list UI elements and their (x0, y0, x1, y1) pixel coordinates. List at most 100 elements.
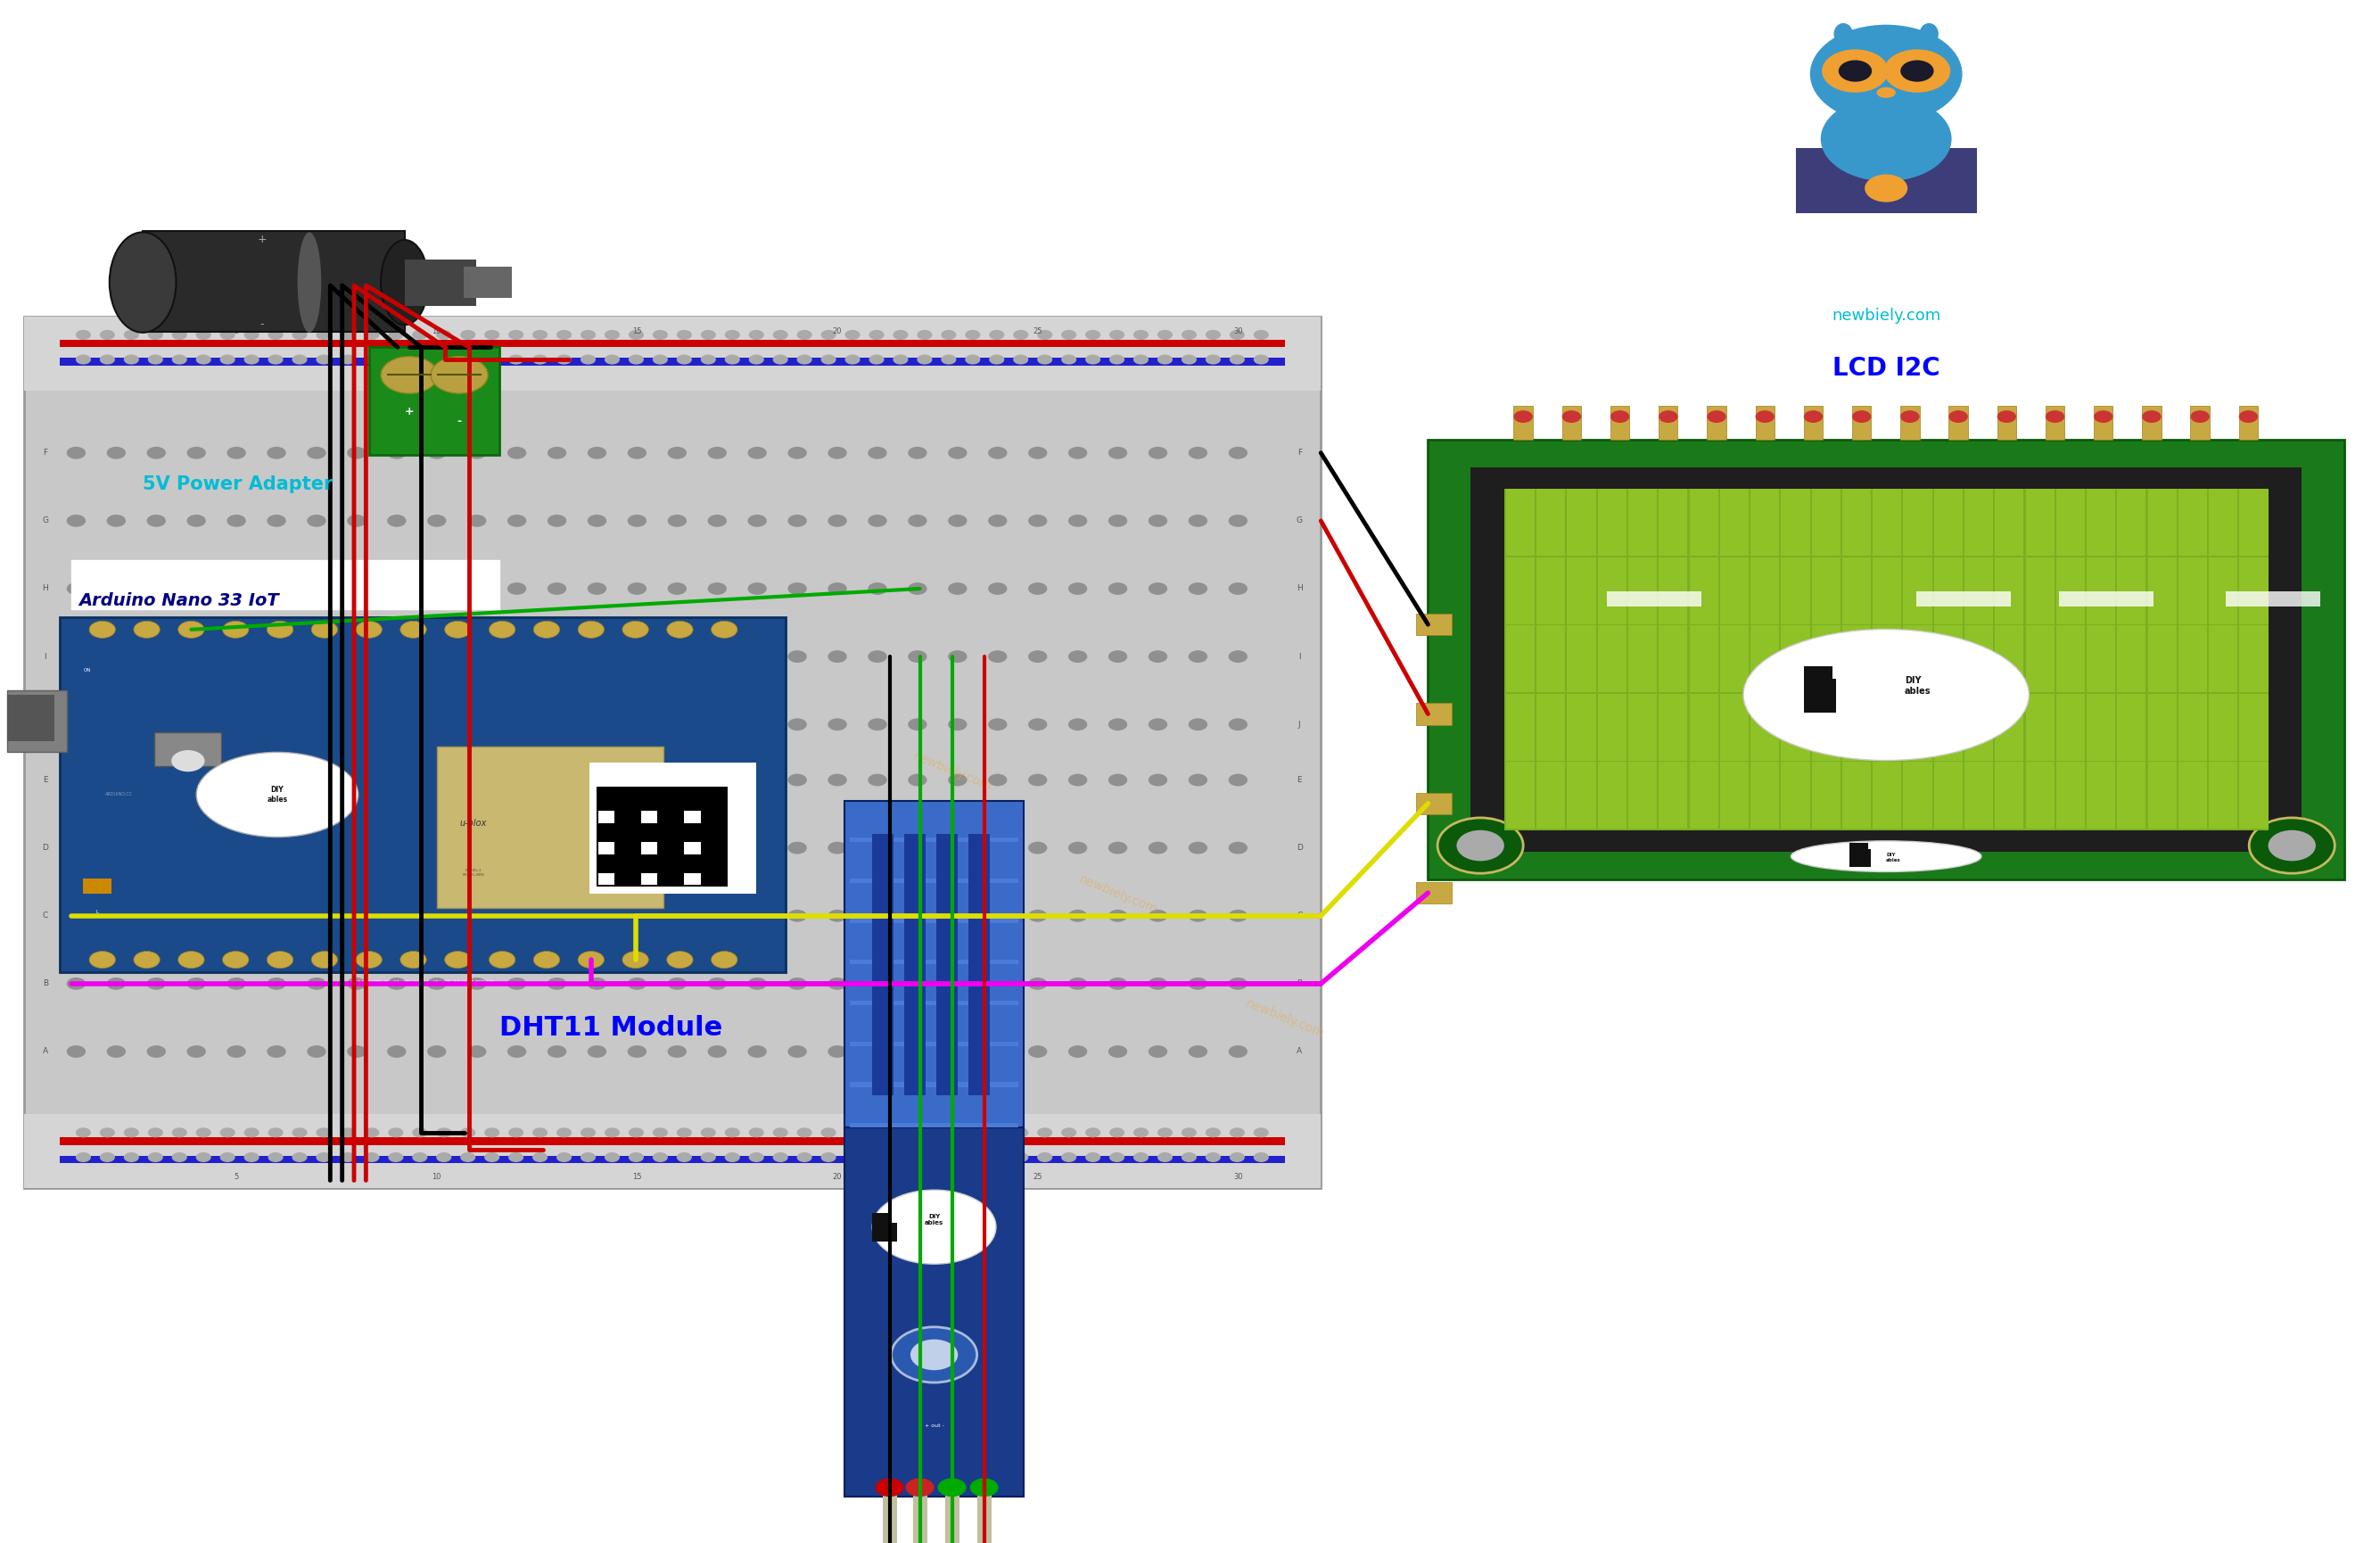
Circle shape (226, 447, 245, 460)
Circle shape (100, 330, 114, 339)
Circle shape (1228, 651, 1247, 663)
Circle shape (76, 330, 90, 339)
Circle shape (317, 330, 331, 339)
Circle shape (428, 1046, 447, 1058)
Ellipse shape (1742, 630, 2028, 761)
Circle shape (966, 1153, 981, 1162)
Circle shape (724, 330, 740, 339)
Circle shape (148, 719, 167, 731)
Circle shape (148, 1046, 167, 1058)
Bar (60, 358, 1285, 366)
Text: 5: 5 (233, 1173, 238, 1182)
Circle shape (747, 842, 766, 855)
Text: DIY
ables: DIY ables (1904, 676, 1930, 696)
Circle shape (221, 950, 248, 969)
Text: +: + (405, 406, 414, 418)
Circle shape (1109, 1046, 1128, 1058)
Circle shape (1157, 330, 1173, 339)
Circle shape (966, 355, 981, 364)
Circle shape (1109, 447, 1128, 460)
Circle shape (340, 330, 355, 339)
Bar (1504, 489, 2268, 830)
Bar (1514, 406, 1533, 440)
Circle shape (876, 1478, 904, 1497)
Circle shape (724, 1153, 740, 1162)
Circle shape (507, 978, 526, 991)
Circle shape (1028, 775, 1047, 787)
Circle shape (788, 1046, 807, 1058)
Circle shape (845, 1153, 859, 1162)
Circle shape (148, 651, 167, 663)
Circle shape (267, 950, 293, 969)
Bar (1611, 406, 1630, 440)
Circle shape (666, 775, 685, 787)
Circle shape (821, 330, 835, 339)
Circle shape (533, 620, 559, 639)
Circle shape (869, 651, 888, 663)
Circle shape (428, 583, 447, 596)
Circle shape (947, 910, 966, 923)
Circle shape (347, 514, 367, 528)
Bar (2094, 406, 2113, 440)
Bar (883, 1489, 897, 1543)
Circle shape (581, 355, 595, 364)
Circle shape (507, 719, 526, 731)
Bar (71, 560, 500, 609)
Circle shape (100, 1153, 114, 1162)
Circle shape (666, 447, 685, 460)
Circle shape (317, 1128, 331, 1137)
Circle shape (186, 651, 205, 663)
Circle shape (219, 330, 236, 339)
Circle shape (578, 950, 605, 969)
Circle shape (1188, 719, 1207, 731)
Circle shape (269, 1128, 283, 1137)
Circle shape (388, 514, 407, 528)
Circle shape (243, 355, 259, 364)
Circle shape (907, 842, 926, 855)
Circle shape (340, 355, 355, 364)
Circle shape (381, 356, 438, 393)
Circle shape (797, 330, 812, 339)
Circle shape (828, 583, 847, 596)
Circle shape (124, 330, 138, 339)
Circle shape (628, 1153, 643, 1162)
Bar (597, 812, 614, 824)
Circle shape (459, 1153, 476, 1162)
Circle shape (1949, 410, 1968, 423)
Circle shape (2044, 410, 2063, 423)
Circle shape (588, 583, 607, 596)
Text: D: D (1297, 844, 1302, 852)
Circle shape (1028, 842, 1047, 855)
Circle shape (990, 355, 1004, 364)
Ellipse shape (109, 233, 176, 333)
Circle shape (267, 1046, 286, 1058)
Circle shape (67, 447, 86, 460)
Circle shape (557, 355, 571, 364)
Bar (1416, 704, 1452, 725)
Circle shape (186, 447, 205, 460)
Circle shape (747, 978, 766, 991)
Circle shape (557, 330, 571, 339)
Circle shape (1147, 910, 1166, 923)
Circle shape (1228, 583, 1247, 596)
Circle shape (1997, 410, 2016, 423)
Circle shape (148, 842, 167, 855)
Text: E: E (43, 776, 48, 784)
Circle shape (707, 719, 726, 731)
Circle shape (107, 583, 126, 596)
Circle shape (1147, 447, 1166, 460)
Circle shape (148, 514, 167, 528)
Circle shape (1207, 1153, 1221, 1162)
Circle shape (67, 775, 86, 787)
Circle shape (1147, 1046, 1166, 1058)
Circle shape (507, 514, 526, 528)
Circle shape (100, 1128, 114, 1137)
Circle shape (428, 842, 447, 855)
Circle shape (712, 950, 738, 969)
Text: C: C (43, 912, 48, 920)
Circle shape (1611, 410, 1630, 423)
Circle shape (700, 1153, 716, 1162)
Circle shape (652, 1153, 669, 1162)
Circle shape (828, 719, 847, 731)
Circle shape (400, 620, 426, 639)
